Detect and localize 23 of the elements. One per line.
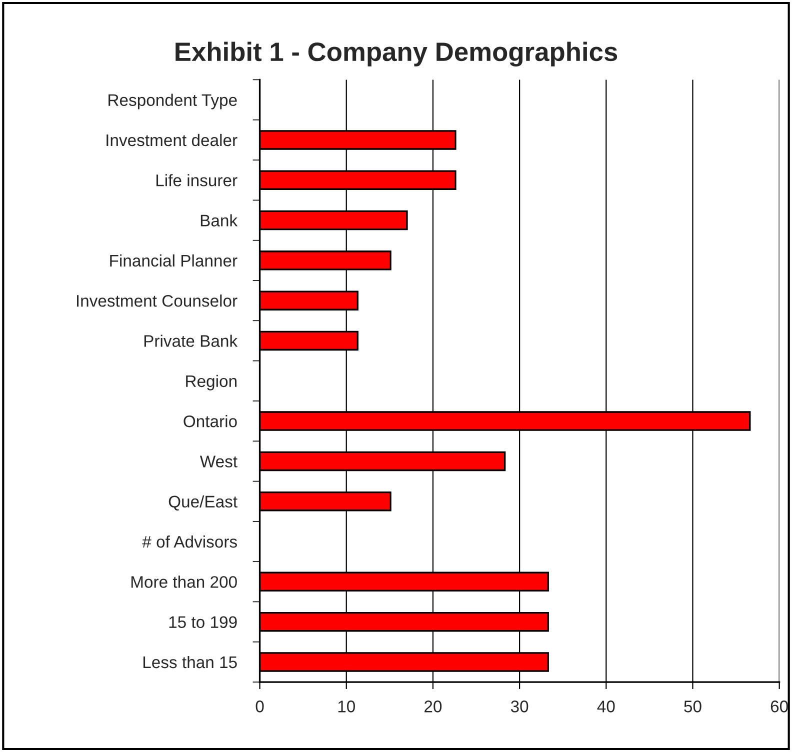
y-tick-label: 15 to 199 — [169, 616, 237, 628]
y-tick-label: Private Bank — [144, 334, 238, 347]
y-tick-label: Que/East — [168, 495, 238, 511]
x-tick-label: 60 — [770, 700, 788, 712]
y-tick-label: More than 200 — [131, 576, 237, 588]
y-tick-label: # of Advisors — [142, 535, 237, 548]
chart-title: Exhibit 1 - Company Demographics — [176, 42, 618, 66]
y-tick-label: Region — [186, 374, 236, 390]
x-tick-label: 10 — [338, 700, 355, 712]
y-tick-label: Financial Planner — [110, 254, 238, 267]
x-tick-label: 0 — [256, 700, 264, 712]
x-tick-label: 30 — [510, 700, 528, 712]
y-tick-label: Investment dealer — [106, 134, 238, 146]
y-tick-label: Less than 15 — [143, 656, 237, 668]
x-tick-label: 50 — [684, 700, 702, 712]
y-tick-label: Investment Counselor — [76, 294, 238, 307]
y-tick-label: Bank — [200, 214, 238, 226]
y-tick-label: Ontario — [184, 415, 237, 428]
y-tick-label: Life insurer — [156, 174, 238, 186]
x-tick-label: 20 — [424, 700, 442, 712]
y-tick-label: Respondent Type — [108, 94, 237, 110]
x-tick-label: 40 — [597, 700, 615, 712]
y-tick-label: West — [200, 456, 238, 468]
